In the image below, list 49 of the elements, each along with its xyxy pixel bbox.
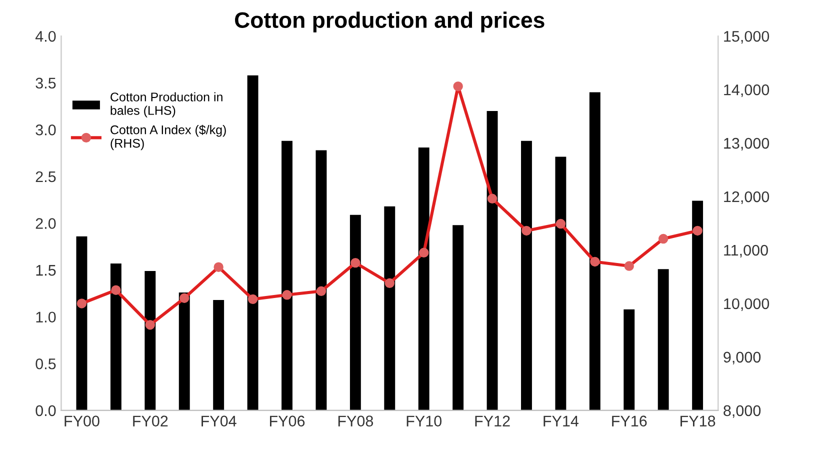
x-tick-label: FY10: [406, 416, 442, 426]
bar: [350, 214, 361, 410]
bar: [692, 200, 704, 410]
bar: [316, 150, 327, 410]
x-tick-label: FY06: [270, 416, 305, 426]
bar: [384, 206, 396, 410]
bar: [521, 140, 532, 410]
y-tick-label: 2.5: [36, 171, 56, 182]
x-tick-label: FY08: [338, 416, 374, 426]
x-tick-label: FY00: [64, 416, 100, 426]
bar: [589, 92, 600, 410]
y2-tick-label: 10,000: [724, 298, 770, 311]
chart-title: Cotton production and prices: [235, 12, 544, 32]
bar: [624, 309, 635, 410]
y-tick-label: 3.0: [36, 124, 56, 136]
bar: [452, 225, 464, 410]
y-tick-label: 4.0: [35, 30, 56, 42]
legend-label: Cotton Production in bales (LHS): [110, 92, 222, 118]
y-tick-label: 0.5: [36, 358, 56, 370]
y2-tick-label: 8,000: [724, 405, 761, 418]
y2-tick-label: 12,000: [724, 191, 770, 204]
y-tick-label: 3.5: [36, 78, 56, 89]
x-tick-label: FY14: [544, 416, 579, 426]
bar: [418, 147, 430, 410]
bar: [76, 236, 88, 410]
bar: [213, 300, 224, 410]
bar: [110, 263, 122, 410]
y2-tick-label: 9,000: [724, 352, 761, 364]
bar: [282, 140, 292, 410]
x-tick-label: FY12: [475, 416, 510, 426]
y2-tick-label: 14,000: [724, 84, 770, 98]
bar: [486, 110, 498, 410]
x-tick-label: FY04: [202, 416, 236, 426]
legend-label: Cotton A Index ($/kg) (RHS): [110, 124, 226, 150]
bar: [247, 75, 258, 410]
x-tick-label: FY16: [612, 416, 647, 426]
x-tick-label: FY18: [680, 416, 716, 426]
bar: [144, 270, 156, 410]
bar: [658, 269, 669, 410]
y2-tick-label: 13,000: [724, 138, 770, 151]
y-tick-label: 0.0: [36, 405, 56, 416]
y-tick-label: 1.0: [36, 312, 56, 323]
bar: [178, 292, 190, 410]
y2-tick-label: 11,000: [724, 244, 768, 258]
y-tick-label: 2.0: [36, 218, 56, 229]
bar: [555, 156, 566, 410]
y2-tick-label: 15,000: [724, 30, 770, 44]
x-tick-label: FY02: [133, 416, 168, 426]
y-tick-label: 1.5: [36, 265, 56, 276]
